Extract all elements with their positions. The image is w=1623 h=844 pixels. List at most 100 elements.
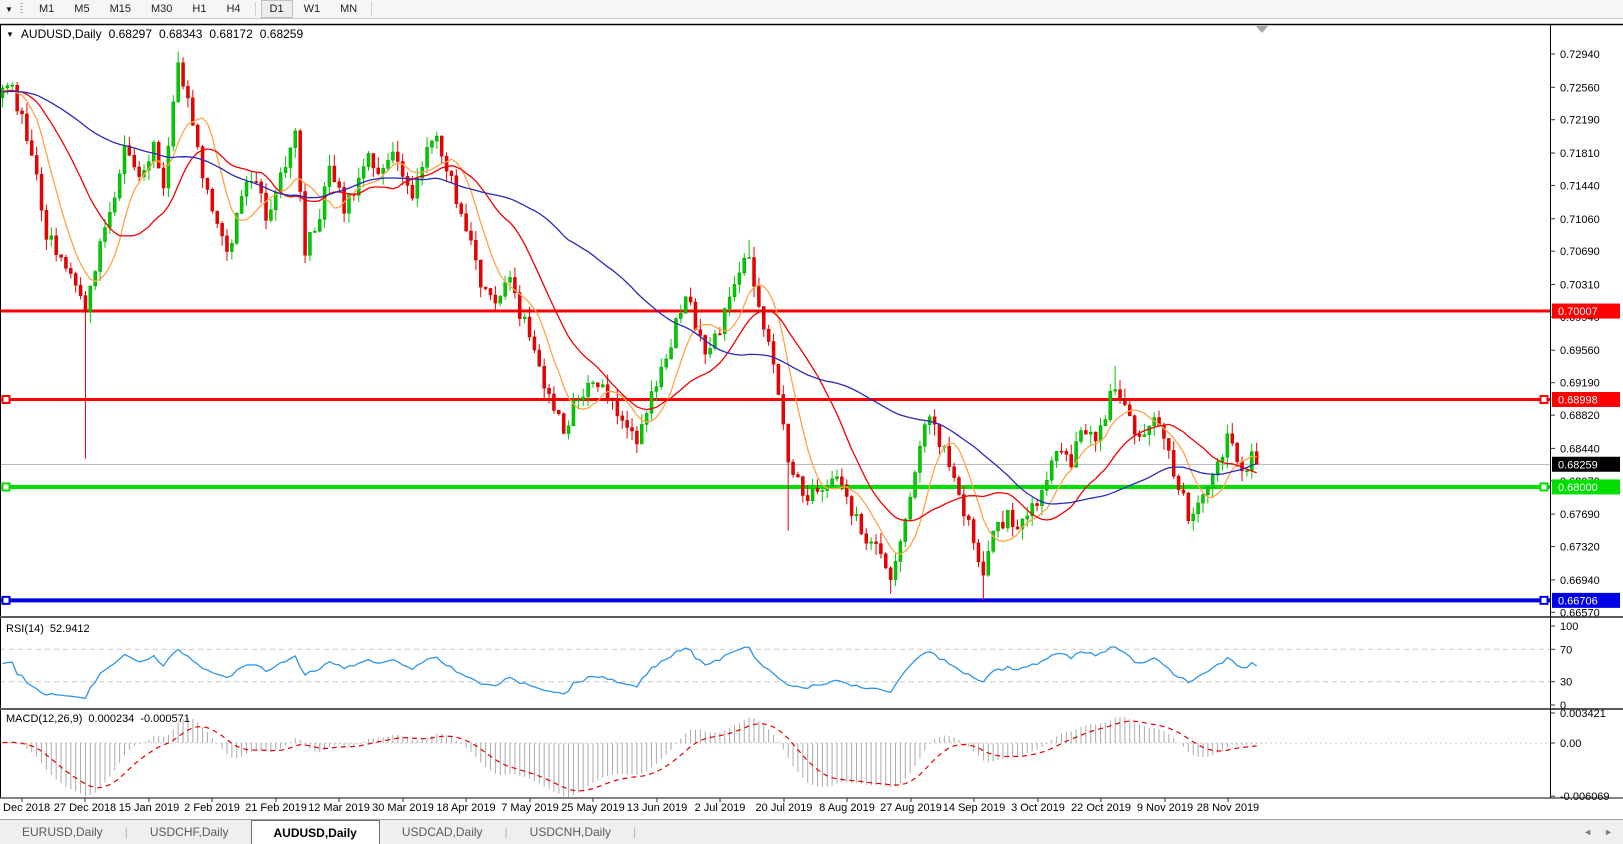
- price-axis-tick: 0.68440: [1560, 443, 1600, 455]
- timeframe-button-w1[interactable]: W1: [303, 3, 321, 15]
- chart-collapse-icon[interactable]: ▼: [6, 29, 14, 39]
- tab-usdcnh-daily[interactable]: USDCNH,Daily: [529, 825, 612, 839]
- svg-text:0.66706: 0.66706: [1558, 595, 1598, 607]
- tab-usdcad-daily[interactable]: USDCAD,Daily: [401, 825, 483, 839]
- tab-scroll-left-icon[interactable]: ◄: [1583, 827, 1593, 837]
- chart-shift-marker-icon[interactable]: [1256, 26, 1268, 33]
- timeframe-toolbar: ▼ M1 M5 M15 M30 H1 H4 D1 W1 MN: [0, 0, 1623, 19]
- macd-axis-tick: -0.006069: [1560, 791, 1610, 803]
- price-axis-tick: 0.72940: [1560, 49, 1600, 61]
- tab-scroll-right-icon[interactable]: ►: [1604, 827, 1613, 837]
- ohlc-high: 0.68343: [159, 27, 203, 41]
- macd-signal-value: -0.000571: [140, 713, 190, 725]
- symbol-tabbar: EURUSD,Daily | USDCHF,Daily AUDUSD,Daily…: [0, 819, 1623, 844]
- date-axis-tick: 14 Sep 2019: [943, 802, 1005, 814]
- toolbar-grip-handle[interactable]: [20, 3, 23, 15]
- timeframe-button-m1[interactable]: M1: [39, 3, 55, 15]
- ohlc-open: 0.68297: [108, 27, 152, 41]
- price-axis-tick: 0.66570: [1560, 607, 1600, 619]
- moving-average-0: [2, 89, 1257, 555]
- date-axis-tick: 20 Jul 2019: [756, 802, 813, 814]
- tab-eurusd-daily[interactable]: EURUSD,Daily: [22, 825, 103, 839]
- price-axis-tick: 0.69190: [1560, 378, 1600, 390]
- rsi-axis-tick: 100: [1560, 621, 1578, 633]
- price-badge-resistance-1: 0.70007: [1552, 303, 1620, 319]
- timeframe-button-h1[interactable]: H1: [192, 3, 207, 15]
- line-handle[interactable]: [1539, 394, 1549, 404]
- tab-audusd-daily[interactable]: AUDUSD,Daily: [250, 820, 380, 844]
- tab-usdchf-daily[interactable]: USDCHF,Daily: [149, 825, 229, 839]
- macd-axis-tick: 0.00: [1560, 738, 1581, 750]
- price-axis-tick: 0.72560: [1560, 82, 1600, 94]
- rsi-value: 52.9412: [49, 623, 90, 635]
- tab-separator: |: [504, 825, 508, 839]
- macd-axis-tick: 0.003421: [1560, 708, 1606, 720]
- rsi-axis-tick: 70: [1560, 644, 1572, 656]
- price-badge-resistance-2: 0.68998: [1552, 391, 1620, 407]
- timeframe-button-m30[interactable]: M30: [150, 3, 173, 15]
- rsi-axis-tick: 0: [1560, 700, 1566, 712]
- toolbar-separator: [371, 2, 373, 16]
- date-axis-tick: 27 Aug 2019: [880, 802, 942, 814]
- svg-text:0.68000: 0.68000: [1558, 482, 1598, 494]
- line-handle[interactable]: [1, 482, 11, 492]
- rsi-label: RSI(14) 52.9412: [6, 623, 90, 635]
- timeframe-button-h4[interactable]: H4: [226, 3, 241, 15]
- svg-text:0.70007: 0.70007: [1558, 306, 1598, 318]
- line-handle[interactable]: [1539, 595, 1549, 605]
- timeframe-button-mn[interactable]: MN: [340, 3, 358, 15]
- svg-text:0.68998: 0.68998: [1558, 394, 1598, 406]
- date-axis-tick: 3 Oct 2019: [1011, 802, 1065, 814]
- date-axis-tick: 8 Dec 2018: [0, 802, 50, 814]
- price-axis-tick: 0.71810: [1560, 148, 1600, 160]
- chart-background: [0, 18, 1623, 819]
- tab-scroll-controls: ◄ ►: [1583, 820, 1623, 844]
- price-axis-tick: 0.66940: [1560, 575, 1600, 587]
- date-axis-tick: 9 Nov 2019: [1137, 802, 1193, 814]
- date-axis-tick: 15 Jan 2019: [119, 802, 180, 814]
- price-axis-tick: 0.69560: [1560, 345, 1600, 357]
- ohlc-low: 0.68172: [209, 27, 253, 41]
- chart-symbol-label: AUDUSD,Daily: [20, 27, 102, 41]
- timeframe-button-m5[interactable]: M5: [74, 3, 90, 15]
- price-axis-tick: 0.67320: [1560, 542, 1600, 554]
- date-axis-tick: 27 Dec 2018: [54, 802, 116, 814]
- hline-resistance-2[interactable]: [0, 394, 1550, 404]
- date-axis-tick: 30 Mar 2019: [372, 802, 434, 814]
- date-axis-tick: 8 Aug 2019: [819, 802, 875, 814]
- date-axis-tick: 13 Jun 2019: [627, 802, 688, 814]
- date-axis-tick: 18 Apr 2019: [436, 802, 495, 814]
- macd-value: 0.000234: [88, 713, 135, 725]
- moving-average-2: [2, 90, 1257, 505]
- macd-label: MACD(12,26,9) 0.000234 -0.000571: [6, 713, 190, 725]
- date-axis-tick: 2 Jul 2019: [695, 802, 746, 814]
- hline-support-1[interactable]: [0, 482, 1550, 492]
- price-axis-tick: 0.67690: [1560, 509, 1600, 521]
- date-axis-tick: 2 Feb 2019: [184, 802, 240, 814]
- date-axis-tick: 25 May 2019: [561, 802, 625, 814]
- tab-separator: |: [633, 825, 637, 839]
- date-axis-tick: 28 Nov 2019: [1197, 802, 1259, 814]
- moving-average-1: [2, 89, 1257, 522]
- price-axis-tick: 0.71060: [1560, 214, 1600, 226]
- toolbar-dropdown-icon[interactable]: ▼: [5, 4, 13, 14]
- price-axis-tick: 0.68820: [1560, 410, 1600, 422]
- hline-support-2[interactable]: [0, 595, 1550, 605]
- price-axis-tick: 0.71440: [1560, 180, 1600, 192]
- rsi-line: [2, 646, 1258, 700]
- line-handle[interactable]: [1, 595, 11, 605]
- price-axis-tick: 0.72190: [1560, 115, 1600, 127]
- timeframe-button-m15[interactable]: M15: [109, 3, 131, 15]
- timeframe-button-d1[interactable]: D1: [260, 0, 293, 18]
- price-axis-tick: 0.70310: [1560, 279, 1600, 291]
- ohlc-close: 0.68259: [259, 27, 304, 41]
- rsi-axis-tick: 30: [1560, 677, 1572, 689]
- price-axis-tick: 0.70690: [1560, 246, 1600, 258]
- line-handle[interactable]: [1, 394, 11, 404]
- svg-text:0.68259: 0.68259: [1558, 459, 1598, 471]
- macd-name: MACD(12,26,9): [6, 713, 83, 725]
- line-handle[interactable]: [1539, 482, 1549, 492]
- date-axis-tick: 7 May 2019: [501, 802, 558, 814]
- chart-title: ▼ AUDUSD,Daily 0.68297 0.68343 0.68172 0…: [6, 27, 303, 41]
